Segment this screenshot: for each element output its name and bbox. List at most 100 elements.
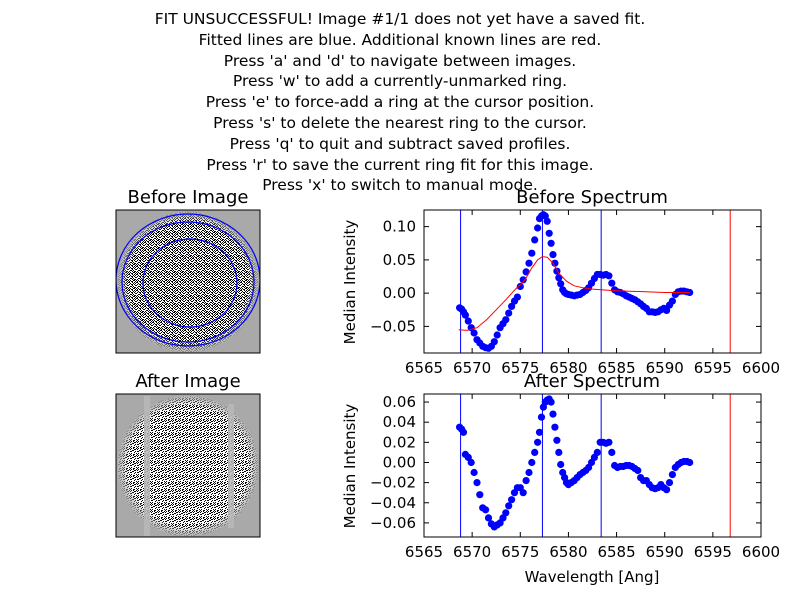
fitted-ring bbox=[121, 221, 255, 343]
data-point bbox=[482, 506, 490, 514]
data-point bbox=[547, 398, 555, 406]
data-point bbox=[553, 436, 561, 444]
x-tick-label: 6600 bbox=[742, 543, 780, 561]
y-tick-label: 0.02 bbox=[383, 433, 416, 451]
after-image-panel[interactable]: After Image bbox=[115, 371, 261, 538]
instruction-line: Press 'e' to force-add a ring at the cur… bbox=[205, 93, 595, 112]
data-point bbox=[505, 502, 513, 510]
x-tick-label: 6570 bbox=[453, 543, 491, 561]
y-axis-label: Median Intensity bbox=[341, 220, 359, 345]
data-point bbox=[537, 413, 546, 421]
data-point bbox=[534, 438, 542, 446]
x-tick-label: 6575 bbox=[501, 543, 539, 561]
y-axis-label: Median Intensity bbox=[341, 404, 359, 529]
data-point bbox=[663, 486, 671, 494]
after-spectrum-chart[interactable]: After Spectrum Median Intensity Waveleng… bbox=[341, 371, 780, 586]
x-tick-label: 6590 bbox=[646, 359, 684, 377]
chart-title: Before Spectrum bbox=[516, 187, 668, 208]
data-point bbox=[508, 496, 516, 504]
y-tick-label: −0.04 bbox=[370, 494, 416, 512]
y-tick-label: 0.00 bbox=[383, 284, 416, 302]
data-point bbox=[608, 448, 616, 456]
data-point bbox=[593, 448, 601, 456]
y-tick-label: 0.00 bbox=[383, 453, 416, 471]
data-point bbox=[551, 259, 559, 267]
data-point bbox=[547, 239, 555, 247]
data-point bbox=[473, 479, 481, 487]
x-tick-label: 6580 bbox=[549, 543, 587, 561]
instruction-line: Press 'w' to add a currently-unmarked ri… bbox=[232, 72, 568, 91]
data-point bbox=[534, 224, 542, 232]
data-point bbox=[522, 477, 530, 485]
subtracted-band bbox=[228, 404, 234, 528]
data-point bbox=[502, 316, 510, 324]
data-point bbox=[549, 251, 557, 259]
instructions-block: FIT UNSUCCESSFUL! Image #1/1 does not ye… bbox=[0, 9, 800, 196]
x-tick-label: 6570 bbox=[453, 359, 491, 377]
data-point bbox=[663, 306, 671, 314]
fitted-ring bbox=[142, 238, 238, 328]
data-point bbox=[470, 468, 478, 477]
data-point bbox=[513, 293, 522, 301]
data-point bbox=[531, 236, 539, 244]
data-point bbox=[634, 466, 642, 475]
data-point bbox=[525, 259, 533, 267]
y-tick-label: 0.04 bbox=[383, 413, 416, 431]
data-point bbox=[519, 489, 527, 497]
x-tick-label: 6590 bbox=[646, 543, 684, 561]
data-point bbox=[668, 297, 677, 305]
data-point bbox=[535, 428, 544, 436]
fitted-ring bbox=[116, 213, 260, 347]
before-image-panel[interactable]: Before Image bbox=[115, 187, 261, 354]
instruction-line: Press 'r' to save the current ring fit f… bbox=[206, 155, 594, 174]
instruction-line: FIT UNSUCCESSFUL! Image #1/1 does not ye… bbox=[154, 10, 646, 28]
x-tick-label: 6600 bbox=[742, 359, 780, 377]
data-point bbox=[502, 509, 510, 517]
before-image-title: Before Image bbox=[128, 187, 249, 208]
y-tick-label: 0.05 bbox=[383, 251, 416, 269]
plot-frame bbox=[423, 393, 762, 538]
x-tick-label: 6575 bbox=[501, 359, 539, 377]
data-point bbox=[686, 288, 694, 297]
x-tick-label: 6585 bbox=[597, 359, 635, 377]
instruction-line: Press 's' to delete the nearest ring to … bbox=[213, 113, 587, 132]
x-axis-label: Wavelength [Ang] bbox=[525, 568, 660, 586]
instruction-line: Press 'a' and 'd' to navigate between im… bbox=[223, 51, 577, 70]
disk-rim-shade bbox=[118, 212, 258, 352]
instruction-line: Fitted lines are blue. Additional known … bbox=[198, 30, 602, 49]
x-tick-label: 6580 bbox=[549, 359, 587, 377]
data-point bbox=[528, 458, 536, 467]
data-point bbox=[505, 309, 513, 317]
data-point bbox=[484, 514, 493, 522]
subtracted-band bbox=[144, 396, 150, 536]
y-tick-label: 0.10 bbox=[383, 218, 416, 236]
data-point bbox=[549, 410, 557, 418]
data-point bbox=[490, 338, 498, 346]
model-fit-line bbox=[458, 256, 690, 331]
image-frame bbox=[115, 209, 261, 354]
data-point bbox=[555, 448, 563, 456]
x-tick-label: 6565 bbox=[405, 543, 443, 561]
y-tick-label: −0.05 bbox=[370, 317, 416, 335]
before-spectrum-chart[interactable]: Before Spectrum Median Intensity 6565 657… bbox=[341, 187, 780, 377]
data-point bbox=[557, 280, 565, 288]
data-point bbox=[516, 282, 524, 291]
data-point bbox=[686, 458, 694, 467]
data-point bbox=[467, 458, 475, 467]
data-point bbox=[461, 311, 469, 319]
data-point bbox=[525, 468, 533, 477]
after-image-title: After Image bbox=[135, 371, 240, 392]
data-point bbox=[605, 438, 613, 446]
data-point bbox=[668, 471, 677, 479]
instruction-line: Press 'x' to switch to manual mode. bbox=[262, 176, 538, 195]
data-point bbox=[470, 329, 478, 337]
x-tick-label: 6595 bbox=[694, 543, 732, 561]
y-tick-label: −0.06 bbox=[370, 514, 416, 532]
data-point bbox=[528, 249, 536, 257]
data-point bbox=[519, 276, 527, 284]
data-point bbox=[608, 279, 616, 287]
data-point bbox=[557, 460, 565, 469]
data-point bbox=[543, 217, 551, 225]
x-tick-label: 6585 bbox=[597, 543, 635, 561]
